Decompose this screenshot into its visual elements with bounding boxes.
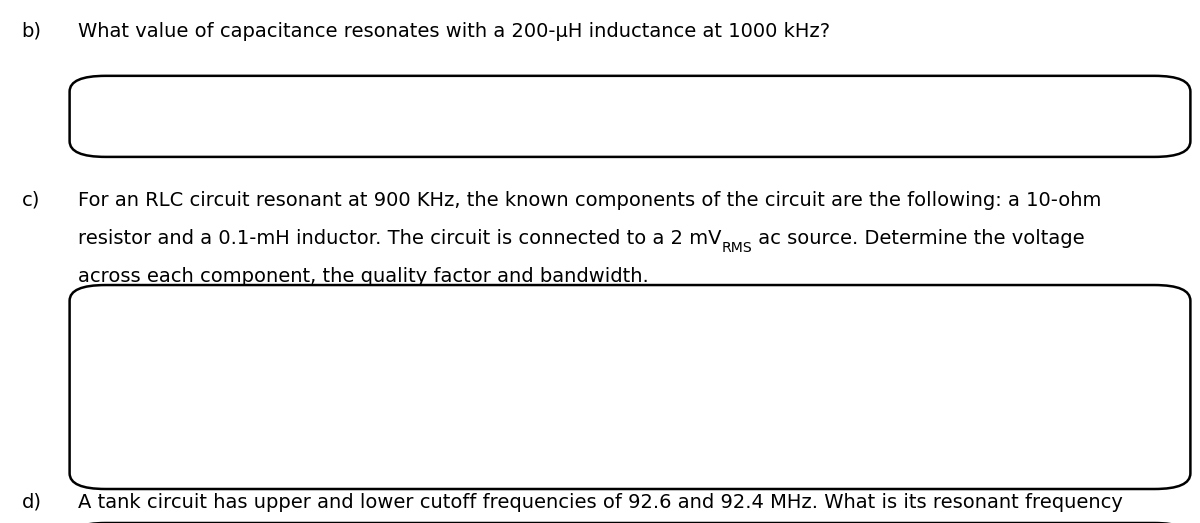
Text: c): c) <box>22 191 40 210</box>
Text: across each component, the quality factor and bandwidth.: across each component, the quality facto… <box>78 267 649 286</box>
Text: ac source. Determine the voltage: ac source. Determine the voltage <box>752 229 1085 248</box>
Text: d): d) <box>22 493 42 511</box>
Text: For an RLC circuit resonant at 900 KHz, the known components of the circuit are : For an RLC circuit resonant at 900 KHz, … <box>78 191 1102 210</box>
FancyBboxPatch shape <box>70 285 1190 489</box>
Text: A tank circuit has upper and lower cutoff frequencies of 92.6 and 92.4 MHz. What: A tank circuit has upper and lower cutof… <box>78 493 1123 511</box>
Text: RMS: RMS <box>721 241 752 255</box>
Text: What value of capacitance resonates with a 200-μH inductance at 1000 kHz?: What value of capacitance resonates with… <box>78 22 830 41</box>
Text: b): b) <box>22 22 42 41</box>
FancyBboxPatch shape <box>70 76 1190 157</box>
Text: resistor and a 0.1-mH inductor. The circuit is connected to a 2 mV: resistor and a 0.1-mH inductor. The circ… <box>78 229 721 248</box>
